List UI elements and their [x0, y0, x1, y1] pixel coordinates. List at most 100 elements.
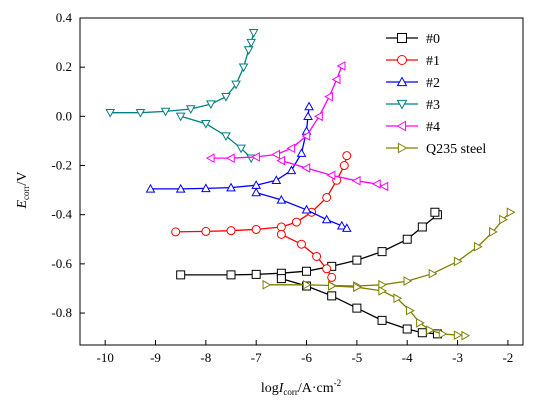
series-line: [256, 191, 348, 229]
legend-marker: [397, 142, 408, 154]
y-tick-label: -0.4: [51, 207, 72, 222]
series-line: [180, 211, 439, 276]
data-point: [105, 108, 116, 118]
series-3: [105, 29, 259, 164]
data-point: [378, 286, 388, 296]
data-point: [393, 293, 403, 304]
data-point: [225, 153, 235, 163]
data-point: [426, 325, 435, 336]
series-1: [171, 151, 352, 282]
series-line: [266, 211, 511, 287]
x-tick-label: -3: [452, 350, 463, 365]
x-tick-label: -2: [502, 350, 513, 365]
data-point: [185, 105, 196, 114]
data-point: [379, 181, 389, 192]
series-line: [210, 65, 343, 159]
series-0: [176, 207, 442, 339]
legend-item: #0: [386, 32, 440, 47]
data-point: [351, 175, 361, 186]
data-point: [248, 29, 259, 38]
data-point: [438, 329, 448, 339]
data-point: [160, 107, 171, 117]
data-point: [246, 38, 257, 48]
plot-frame: [79, 17, 524, 346]
legend-item: #1: [386, 54, 440, 69]
data-point: [226, 270, 236, 280]
legend-label: Q235 steel: [426, 142, 486, 157]
legend-label: #1: [426, 54, 440, 69]
data-point: [352, 255, 362, 265]
data-point: [506, 207, 516, 218]
data-point: [238, 63, 249, 73]
data-point: [342, 151, 352, 161]
data-point: [322, 264, 332, 274]
data-point: [499, 214, 508, 225]
data-point: [251, 224, 261, 234]
data-point: [328, 281, 337, 291]
data-point: [276, 222, 286, 232]
data-point: [303, 111, 313, 121]
data-point: [301, 131, 311, 141]
data-point: [341, 223, 352, 232]
y-tick-label: 0.2: [56, 59, 72, 74]
data-point: [428, 268, 438, 279]
data-point: [251, 269, 261, 279]
data-point: [301, 204, 312, 214]
legend-item: #2: [386, 76, 440, 91]
data-point: [331, 74, 341, 85]
data-point: [324, 91, 333, 102]
data-point: [489, 227, 498, 237]
data-point: [251, 187, 262, 197]
data-point: [175, 183, 186, 193]
data-point: [205, 153, 215, 163]
series-line: [331, 285, 466, 337]
legend-marker: [396, 76, 408, 87]
data-point: [378, 279, 388, 290]
legend-marker: [397, 33, 407, 43]
y-axis-label: Ecorr/V: [15, 171, 31, 209]
data-point: [453, 330, 463, 341]
data-point: [336, 61, 346, 71]
data-point: [251, 152, 260, 162]
series-5: [262, 207, 516, 341]
data-point: [231, 80, 241, 90]
series-2: [145, 101, 352, 232]
legend: #0 #1 #2 #3 #4 Q235 steel: [386, 32, 486, 157]
data-point: [336, 220, 347, 230]
legend-marker: [396, 120, 407, 132]
x-tick-label: -6: [301, 350, 312, 365]
x-tick-label: -10: [96, 350, 113, 365]
data-point: [276, 194, 287, 204]
data-point: [321, 214, 332, 224]
series-line: [150, 106, 310, 190]
data-point: [312, 251, 322, 261]
data-point: [201, 120, 211, 129]
x-tick-label: -4: [402, 350, 413, 365]
data-point: [286, 143, 296, 154]
y-tick-label: 0.0: [56, 108, 72, 123]
data-point: [276, 229, 286, 239]
data-point: [291, 217, 301, 227]
data-point: [417, 222, 427, 232]
legend-label: #0: [426, 32, 440, 47]
legend-marker: [397, 55, 407, 65]
axis-layer: -10 -9 -8 -7 -6 -5 -4 -3 -2 -0.8 -0.6 -0.4 -0.2 0.0 0.…: [51, 10, 513, 365]
data-point: [302, 279, 312, 290]
data-point: [453, 256, 463, 267]
data-point: [243, 46, 254, 55]
y-tick-label: -0.6: [51, 256, 72, 271]
data-point: [201, 226, 211, 236]
x-tick-label: -5: [351, 350, 362, 365]
legend-marker: [396, 99, 408, 110]
data-point: [271, 149, 281, 160]
data-point: [297, 239, 306, 249]
data-point: [301, 163, 311, 173]
data-point: [402, 234, 412, 244]
legend-item: #4: [386, 120, 440, 135]
data-point: [271, 175, 282, 184]
data-point: [314, 111, 323, 122]
data-point: [145, 183, 156, 193]
data-point: [339, 161, 349, 171]
data-point: [377, 315, 387, 325]
